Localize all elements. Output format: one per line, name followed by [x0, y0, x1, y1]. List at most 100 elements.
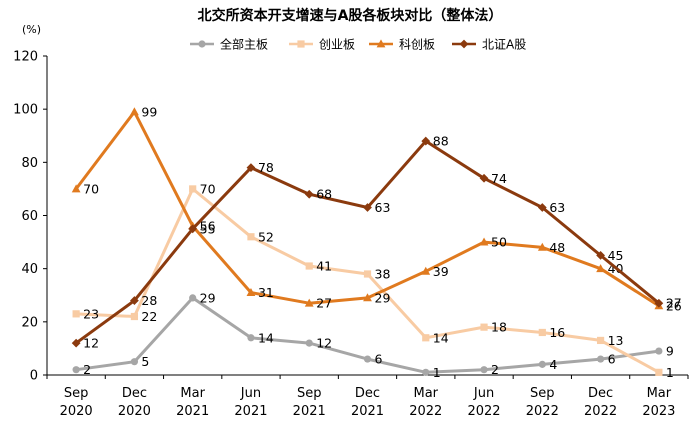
legend-item: 创业板	[289, 38, 355, 52]
data-label: 27	[666, 296, 682, 311]
axes: 0 20 40 60 80 100 120 Sep 2020 Dec 2020 Mar 2021 Jun 2…	[13, 50, 689, 419]
data-label: 2	[83, 362, 91, 377]
x-tick-label-year: 2020	[60, 404, 93, 419]
data-label: 18	[491, 320, 507, 335]
data-point	[596, 336, 605, 345]
legend-item: 全部主板	[190, 37, 268, 52]
data-label: 6	[608, 352, 616, 367]
data-label: 26	[666, 298, 682, 313]
x-tick-label-year: 2022	[526, 404, 559, 419]
y-tick-label: 40	[21, 262, 38, 277]
y-tick-label: 60	[21, 209, 38, 224]
data-point	[247, 233, 255, 241]
x-tick-label: Jun	[473, 386, 494, 401]
data-label: 45	[608, 248, 624, 263]
data-point	[304, 298, 314, 307]
x-tick-label: Sep	[530, 386, 555, 401]
data-point	[305, 339, 313, 347]
y-tick-label: 80	[21, 156, 38, 171]
data-label: 23	[83, 306, 99, 321]
x-tick-label: Mar	[414, 386, 439, 401]
data-point	[246, 163, 256, 173]
data-point	[188, 224, 198, 234]
data-point	[421, 266, 431, 275]
data-label: 29	[375, 290, 391, 305]
data-label: 63	[375, 200, 391, 215]
data-label: 28	[141, 293, 157, 308]
data-label: 50	[491, 235, 507, 250]
data-label: 6	[375, 352, 383, 367]
x-tick-label-year: 2022	[584, 404, 617, 419]
data-point	[130, 107, 139, 116]
data-point	[72, 366, 80, 374]
data-label: 1	[433, 365, 441, 380]
data-point	[479, 173, 489, 183]
x-tick-label: Mar	[180, 386, 205, 401]
data-label: 78	[258, 160, 274, 175]
data-point	[130, 358, 139, 366]
data-label: 16	[549, 325, 565, 340]
data-label: 22	[141, 309, 157, 324]
data-label: 48	[549, 240, 565, 255]
data-label: 29	[200, 290, 216, 305]
data-point	[596, 264, 605, 273]
y-tick-label: 20	[21, 315, 38, 330]
legend-label: 北证A股	[482, 38, 526, 52]
data-point	[480, 323, 488, 331]
data-label: 12	[83, 336, 99, 351]
data-point	[596, 355, 605, 363]
data-label: 13	[608, 333, 624, 348]
data-point	[130, 296, 139, 305]
legend-label: 科创板	[399, 38, 435, 52]
data-point	[422, 368, 430, 376]
x-tick-label-year: 2021	[234, 404, 267, 419]
data-point	[247, 334, 255, 342]
data-point	[537, 203, 547, 212]
x-tick-label: Sep	[297, 386, 322, 401]
x-tick-label-year: 2020	[118, 404, 151, 419]
data-label: 52	[258, 229, 274, 244]
data-point	[305, 262, 313, 270]
data-point	[480, 366, 488, 374]
y-tick-label: 100	[13, 103, 38, 118]
data-point	[537, 242, 547, 251]
x-tick-label: Sep	[64, 386, 89, 401]
data-label: 2	[491, 362, 499, 377]
y-axis-unit: (%)	[22, 23, 41, 36]
data-point	[72, 310, 80, 318]
x-tick-label: Jun	[240, 386, 261, 401]
data-label: 9	[666, 344, 674, 359]
data-label: 1	[666, 365, 674, 380]
data-label: 39	[433, 264, 449, 279]
data-label: 41	[316, 259, 332, 274]
x-tick-label-year: 2022	[409, 404, 442, 419]
legend-marker	[459, 39, 469, 49]
y-tick-label: 120	[13, 50, 38, 65]
legend: 全部主板 创业板 科创板 北证A股	[190, 37, 526, 52]
data-point	[363, 270, 372, 278]
data-point	[479, 237, 489, 246]
data-point	[538, 328, 546, 337]
data-point	[654, 298, 664, 308]
data-label: 27	[316, 296, 332, 311]
data-label: 55	[200, 221, 216, 236]
data-label: 14	[258, 330, 274, 345]
chart-title: 北交所资本开支增速与A股各板块对比（整体法）	[198, 7, 503, 24]
legend-marker	[198, 40, 206, 48]
x-tick-label-year: 2021	[176, 404, 209, 419]
data-label: 38	[375, 266, 391, 281]
data-label: 56	[200, 219, 216, 234]
legend-item: 科创板	[369, 38, 435, 52]
series: 12 28 55 78 68 63 88 74 63 45 27	[71, 134, 682, 351]
data-point	[538, 360, 546, 368]
x-tick-label-year: 2021	[351, 404, 384, 419]
x-tick-label-year: 2023	[642, 404, 675, 419]
x-tick-label: Mar	[647, 386, 672, 401]
legend-item: 北证A股	[452, 38, 526, 52]
x-tick-label-year: 2022	[467, 404, 500, 419]
data-point	[71, 338, 81, 348]
data-point	[304, 189, 314, 199]
